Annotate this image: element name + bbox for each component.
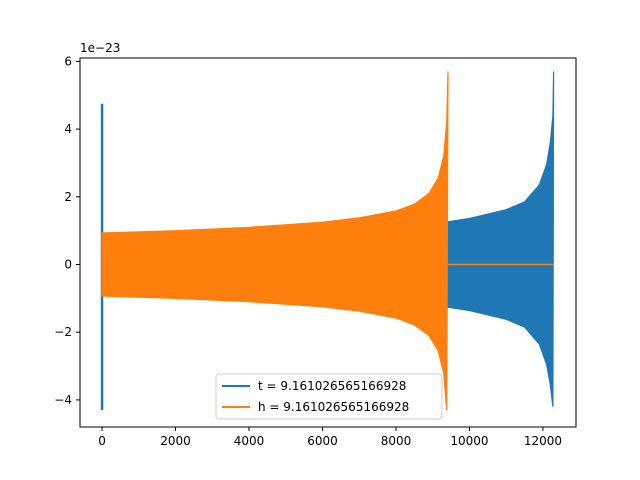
x-tick-label: 10000 <box>450 434 488 448</box>
x-tick-label: 2000 <box>160 434 191 448</box>
y-tick-label: 4 <box>64 122 72 136</box>
y-tick-label: 2 <box>64 190 72 204</box>
y-tick-label: −2 <box>54 325 72 339</box>
legend: t = 9.161026565166928 h = 9.161026565166… <box>215 373 443 420</box>
x-tick-label: 8000 <box>381 434 412 448</box>
legend-box <box>215 373 443 420</box>
y-tick-label: −4 <box>54 393 72 407</box>
y-offset-text: 1e−23 <box>80 41 120 55</box>
x-tick-label: 12000 <box>524 434 562 448</box>
x-tick-label: 4000 <box>234 434 265 448</box>
y-tick-label: 0 <box>64 258 72 272</box>
axes-frame <box>79 57 577 428</box>
plot-area <box>100 71 555 411</box>
series-1-envelope <box>101 71 449 411</box>
y-tick-label: 6 <box>64 54 72 68</box>
legend-label-h: h = 9.161026565166928 <box>258 400 409 414</box>
axis-ticks: 0 2000 4000 6000 8000 10000 12000 −4 −2 0 2 4 6 <box>54 54 562 448</box>
x-tick-label: 0 <box>98 434 106 448</box>
legend-label-t: t = 9.161026565166928 <box>258 379 406 393</box>
x-tick-label: 6000 <box>307 434 338 448</box>
